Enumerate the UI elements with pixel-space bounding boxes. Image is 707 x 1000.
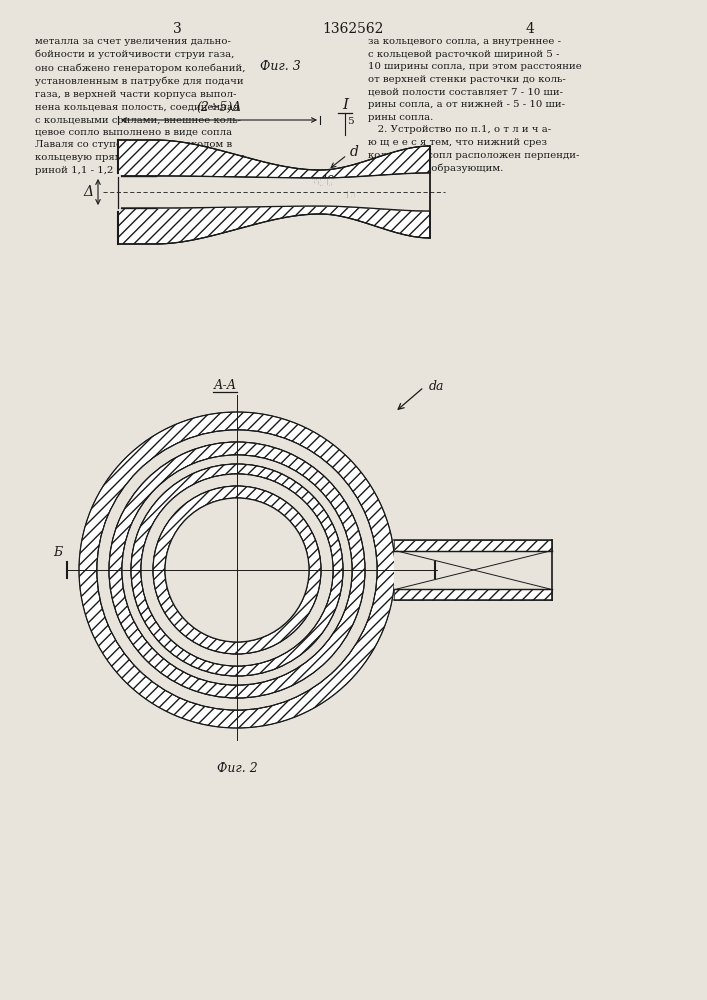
Text: 1362562: 1362562 [322, 22, 384, 36]
Text: d: d [350, 145, 359, 159]
Bar [394, 551, 552, 589]
Text: 10: 10 [344, 190, 356, 200]
Wedge shape [122, 455, 352, 685]
Polygon shape [394, 589, 552, 600]
Wedge shape [153, 486, 321, 654]
Text: Фиг. 3: Фиг. 3 [259, 60, 300, 73]
Text: 4: 4 [525, 22, 534, 36]
Text: А-А: А-А [214, 379, 237, 392]
Polygon shape [118, 206, 430, 244]
Text: за кольцевого сопла, а внутреннее -
с кольцевой расточкой шириной 5 -
10 ширины : за кольцевого сопла, а внутреннее - с ко… [368, 37, 582, 173]
Text: Б: Б [53, 546, 62, 559]
Text: (2÷5)Δ: (2÷5)Δ [197, 101, 242, 114]
Text: d0: d0 [318, 175, 336, 189]
Bar [116, 176, 157, 208]
Polygon shape [394, 540, 552, 551]
Wedge shape [79, 412, 395, 728]
Wedge shape [141, 474, 333, 666]
Wedge shape [141, 474, 333, 666]
Wedge shape [131, 464, 343, 676]
Text: 3: 3 [173, 22, 182, 36]
Text: металла за счет увеличения дально-
бойности и устойчивости струи газа,
оно снабж: металла за счет увеличения дально- бойно… [35, 37, 248, 175]
Text: Фиг. 2: Фиг. 2 [216, 762, 257, 775]
Text: 5: 5 [346, 117, 354, 126]
Wedge shape [109, 442, 365, 698]
Wedge shape [97, 430, 377, 710]
Wedge shape [122, 455, 352, 685]
Text: Б: Б [440, 546, 449, 559]
Text: Δ: Δ [83, 185, 93, 199]
Text: dа: dа [429, 380, 445, 393]
Wedge shape [97, 430, 377, 710]
Polygon shape [118, 140, 430, 178]
Circle shape [165, 498, 309, 642]
Text: I: I [342, 98, 348, 112]
